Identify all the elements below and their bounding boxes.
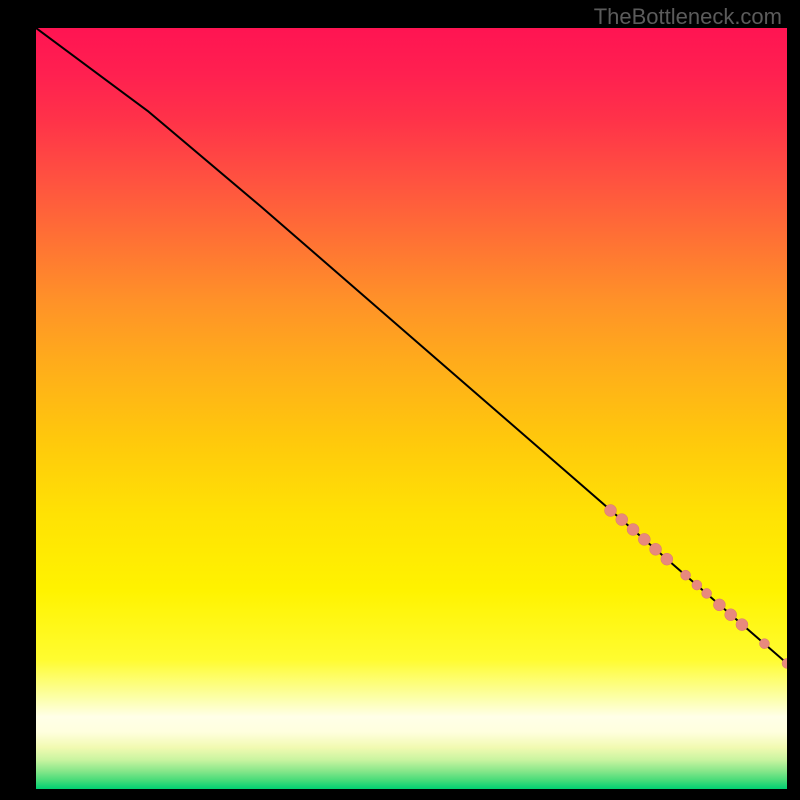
plot-area xyxy=(36,28,787,789)
data-marker xyxy=(638,533,650,545)
data-marker xyxy=(725,609,737,621)
data-marker xyxy=(681,570,691,580)
data-marker xyxy=(702,588,712,598)
data-marker xyxy=(736,619,748,631)
data-marker xyxy=(759,639,769,649)
data-marker xyxy=(616,514,628,526)
watermark-text: TheBottleneck.com xyxy=(594,4,782,30)
data-marker xyxy=(713,599,725,611)
data-marker xyxy=(605,504,617,516)
data-marker xyxy=(650,543,662,555)
data-marker xyxy=(661,553,673,565)
chart-svg xyxy=(36,28,787,789)
data-marker xyxy=(627,524,639,536)
data-marker xyxy=(692,580,702,590)
gradient-background xyxy=(36,28,787,789)
